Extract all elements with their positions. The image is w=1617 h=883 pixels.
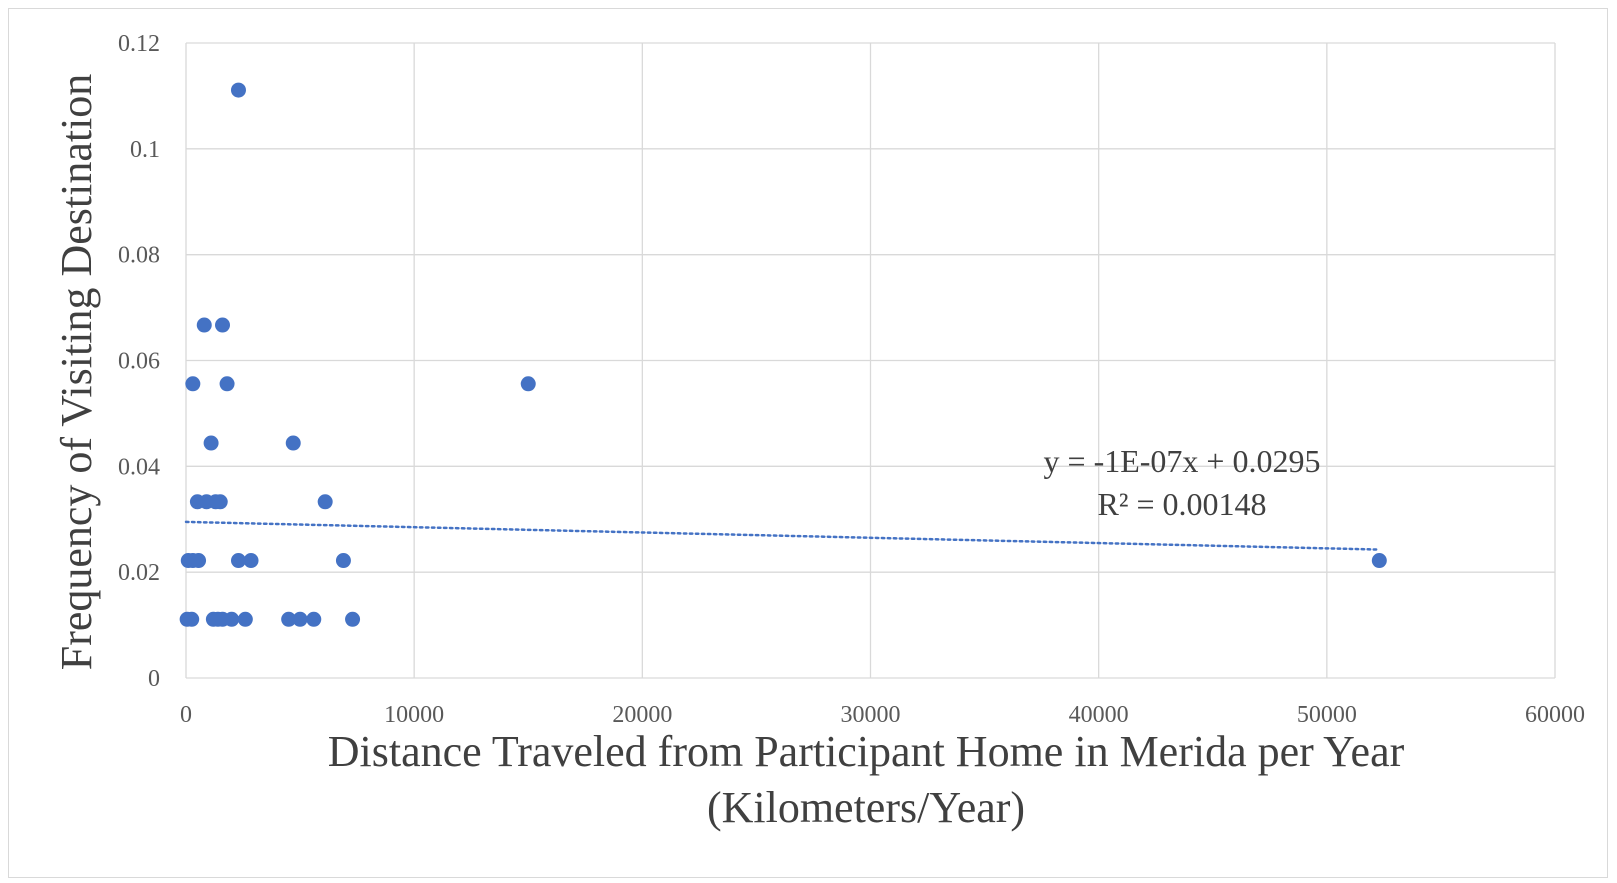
x-tick-label: 40000 xyxy=(1069,702,1129,728)
data-point xyxy=(230,82,246,98)
x-axis-title-line-1: Distance Traveled from Participant Home … xyxy=(328,727,1405,776)
data-point xyxy=(281,611,297,627)
trendline-group xyxy=(184,520,1381,551)
chart-frame xyxy=(8,8,1608,878)
y-tick-label: 0 xyxy=(148,666,160,692)
y-tick-label: 0.08 xyxy=(118,243,160,269)
x-tick-label: 30000 xyxy=(841,702,901,728)
y-tick-label: 0.1 xyxy=(130,137,160,163)
data-point xyxy=(185,376,201,392)
data-point xyxy=(335,553,351,569)
data-point xyxy=(212,494,228,510)
data-point xyxy=(215,317,231,333)
data-point xyxy=(292,611,308,627)
trendline-equation: y = -1E-07x + 0.0295 xyxy=(1044,443,1321,479)
x-tick-label: 60000 xyxy=(1525,702,1585,728)
x-tick-labels: 0 10000 20000 30000 40000 50000 60000 xyxy=(180,702,1585,728)
gridlines xyxy=(185,42,1556,679)
data-point xyxy=(196,317,212,333)
y-tick-label: 0.04 xyxy=(118,454,160,480)
data-point xyxy=(184,611,200,627)
data-point xyxy=(285,435,301,451)
data-point xyxy=(1371,553,1387,569)
data-point xyxy=(317,494,333,510)
data-point xyxy=(306,611,322,627)
data-point xyxy=(191,553,207,569)
y-tick-label: 0.12 xyxy=(118,31,160,57)
x-tick-label: 20000 xyxy=(612,702,672,728)
trendline xyxy=(184,520,1381,551)
data-point xyxy=(230,553,246,569)
x-tick-label: 50000 xyxy=(1297,702,1357,728)
data-point xyxy=(219,376,235,392)
data-point xyxy=(243,553,259,569)
y-tick-labels: 0 0.02 0.04 0.06 0.08 0.1 0.12 xyxy=(118,31,160,692)
x-tick-label: 10000 xyxy=(384,702,444,728)
y-tick-label: 0.06 xyxy=(118,349,160,375)
data-point xyxy=(237,611,253,627)
trendline-r-squared: R² = 0.00148 xyxy=(1098,486,1267,522)
data-point xyxy=(345,611,361,627)
data-point xyxy=(520,376,536,392)
y-axis-title: Frequency of Visiting Destination xyxy=(52,74,101,671)
data-point xyxy=(203,435,219,451)
data-point xyxy=(224,611,240,627)
data-points xyxy=(179,82,1387,627)
x-tick-label: 0 xyxy=(180,702,192,728)
y-tick-label: 0.02 xyxy=(118,560,160,586)
x-axis-title-line-2: (Kilometers/Year) xyxy=(707,783,1025,832)
